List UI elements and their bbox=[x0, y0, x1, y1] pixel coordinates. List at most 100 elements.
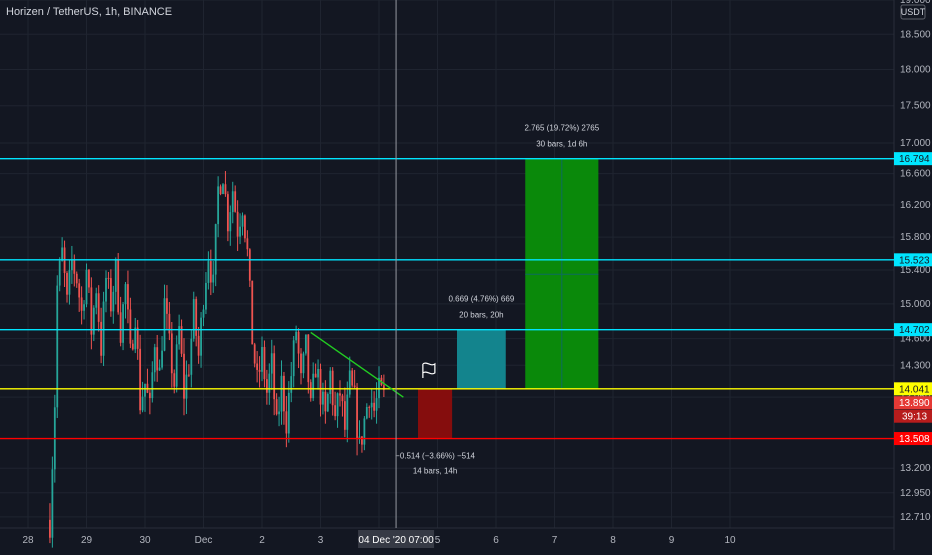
candle-body bbox=[346, 394, 349, 430]
candle-body bbox=[368, 407, 371, 409]
candle-body bbox=[83, 304, 85, 311]
candle-body bbox=[175, 344, 178, 387]
time-tick-label: 29 bbox=[81, 535, 93, 546]
candle-body bbox=[239, 226, 241, 237]
candle-body bbox=[80, 297, 83, 311]
candle-body bbox=[122, 304, 124, 343]
candle-body bbox=[131, 343, 134, 350]
candle-body bbox=[348, 370, 351, 395]
time-tick-label: 5 bbox=[435, 535, 441, 546]
candle-body bbox=[280, 375, 283, 412]
flag-icon bbox=[422, 362, 436, 378]
position-stats-label: −0.514 (−3.66%) −514 bbox=[395, 452, 475, 461]
time-tick-label: Dec bbox=[195, 535, 213, 546]
candle-body bbox=[139, 348, 142, 411]
time-tick-label: 2 bbox=[259, 535, 265, 546]
candle-body bbox=[322, 391, 324, 405]
candle-body bbox=[285, 411, 288, 434]
position-stats-label: 2.765 (19.72%) 2765 bbox=[524, 124, 599, 133]
candle-body bbox=[73, 259, 76, 274]
candle-body bbox=[124, 284, 127, 305]
candle-body bbox=[156, 347, 159, 371]
price-tick-label: 12.710 bbox=[900, 512, 931, 523]
candle-body bbox=[200, 317, 202, 356]
candle-body bbox=[190, 338, 193, 375]
price-tick-label: 16.200 bbox=[900, 200, 931, 211]
candle-body bbox=[295, 331, 298, 341]
candle-body bbox=[151, 372, 154, 399]
price-tick-label: 19.000 bbox=[900, 0, 931, 6]
candle-body bbox=[105, 277, 107, 302]
candle-body bbox=[319, 368, 322, 405]
candle-body bbox=[212, 274, 215, 283]
candle-body bbox=[112, 291, 115, 312]
position-stats-label: 0.669 (4.76%) 669 bbox=[448, 295, 514, 304]
candle-body bbox=[163, 298, 166, 351]
position-duration-label: 20 bars, 20h bbox=[459, 311, 503, 320]
time-tick-label: 9 bbox=[669, 535, 675, 546]
candle-body bbox=[283, 375, 285, 412]
level-price-tag bbox=[894, 152, 932, 166]
candle-body bbox=[378, 377, 380, 399]
candle-body bbox=[336, 393, 339, 417]
candle-body bbox=[109, 278, 112, 312]
price-tick-label: 12.950 bbox=[900, 488, 931, 499]
time-tick-label: 30 bbox=[139, 535, 151, 546]
candle-body bbox=[356, 387, 358, 440]
price-tick-label: 17.000 bbox=[900, 138, 931, 149]
candle-body bbox=[361, 436, 363, 445]
candle-body bbox=[270, 353, 273, 374]
level-price-tag bbox=[894, 382, 932, 396]
candle-body bbox=[166, 298, 168, 314]
candle-body bbox=[343, 401, 346, 430]
candle-body bbox=[373, 402, 376, 411]
currency-badge bbox=[900, 4, 926, 20]
level-price-tag bbox=[894, 253, 932, 267]
time-tick-label: 8 bbox=[610, 535, 616, 546]
last-price-label: 13.890 bbox=[899, 398, 930, 409]
candle-body bbox=[141, 396, 144, 411]
candle-body bbox=[202, 309, 205, 318]
price-tick-label: 14.600 bbox=[900, 334, 931, 345]
candle-body bbox=[244, 215, 246, 239]
level-price-tag-label: 13.508 bbox=[899, 434, 930, 445]
position-box-mid-target bbox=[457, 329, 506, 389]
candle-body bbox=[207, 261, 210, 283]
time-tick-label: 28 bbox=[22, 535, 34, 546]
candle-body bbox=[331, 370, 334, 406]
candle-body bbox=[153, 347, 156, 373]
candle-body bbox=[49, 519, 51, 538]
candle-body bbox=[66, 273, 68, 295]
crosshair-time-tag bbox=[358, 530, 435, 548]
price-tick-label: 15.400 bbox=[900, 265, 931, 276]
candle-body bbox=[309, 382, 312, 399]
candle-body bbox=[136, 327, 139, 349]
countdown-label: 39:13 bbox=[902, 412, 927, 423]
currency-badge-label[interactable]: USDT bbox=[901, 7, 926, 17]
candle-body bbox=[339, 393, 341, 396]
candle-body bbox=[178, 326, 181, 345]
candle-body bbox=[70, 259, 73, 271]
candle-body bbox=[275, 399, 278, 415]
candle-body bbox=[58, 260, 61, 286]
candle-body bbox=[375, 398, 378, 411]
candle-body bbox=[329, 370, 332, 395]
candle-body bbox=[326, 394, 329, 412]
candle-body bbox=[183, 353, 185, 399]
candle-body bbox=[78, 283, 81, 298]
candle-body bbox=[195, 299, 198, 336]
candle-body bbox=[185, 374, 188, 399]
candle-body bbox=[229, 212, 232, 232]
candle-body bbox=[300, 353, 302, 374]
time-tick-label: 3 bbox=[318, 535, 324, 546]
candle-body bbox=[134, 327, 137, 350]
candle-body bbox=[358, 436, 361, 440]
candle-body bbox=[304, 334, 307, 354]
candle-body bbox=[168, 313, 171, 334]
candle-body bbox=[273, 353, 276, 400]
candle-body bbox=[92, 307, 95, 335]
candle-body bbox=[97, 293, 100, 322]
level-price-tag-label: 16.794 bbox=[899, 154, 930, 165]
